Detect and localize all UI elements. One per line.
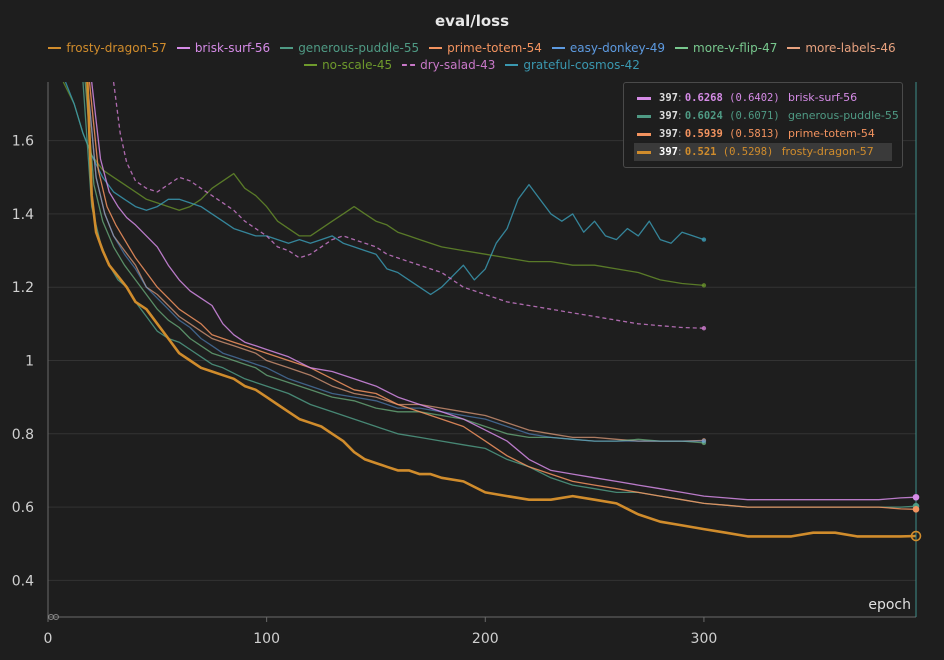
tooltip-row-generous-puddle-55: 397: 0.6024 (0.6071) generous-puddle-55 bbox=[634, 107, 899, 125]
legend-swatch bbox=[280, 46, 294, 49]
series-line-dry-salad-43[interactable] bbox=[112, 82, 704, 329]
hover-marker-brisk-surf-56 bbox=[912, 493, 920, 501]
tooltip-sep: : bbox=[677, 128, 685, 140]
series-line-grateful-cosmos-42[interactable] bbox=[64, 82, 705, 296]
tooltip-step: 397 bbox=[659, 110, 678, 122]
y-tick-label: 1.4 bbox=[12, 207, 34, 223]
y-tick-label: 0.6 bbox=[12, 500, 34, 516]
legend-item-no-scale-45[interactable]: no-scale-45 bbox=[304, 57, 392, 74]
x-tick-label: 0 bbox=[44, 631, 53, 647]
legend-swatch bbox=[304, 63, 318, 66]
tooltip-run-name: brisk-surf-56 bbox=[788, 91, 858, 104]
legend-item-frosty-dragon-57[interactable]: frosty-dragon-57 bbox=[48, 40, 167, 57]
y-tick-label: 1.2 bbox=[12, 280, 34, 296]
legend-label: more-v-flip-47 bbox=[693, 41, 778, 55]
legend-swatch bbox=[505, 63, 519, 66]
x-tick-label: 200 bbox=[472, 631, 499, 647]
legend-label: easy-donkey-49 bbox=[569, 41, 666, 55]
series-line-frosty-dragon-57[interactable] bbox=[86, 82, 916, 538]
legend-label: frosty-dragon-57 bbox=[66, 41, 167, 55]
tooltip-swatch bbox=[637, 150, 651, 154]
tooltip-value: 0.6268 bbox=[684, 92, 723, 104]
tooltip-swatch bbox=[637, 132, 651, 136]
tooltip-sep: : bbox=[677, 110, 685, 122]
tooltip-value: 0.5939 bbox=[684, 128, 723, 140]
series-end-point-grateful-cosmos-42 bbox=[701, 237, 707, 242]
legend-item-more-labels-46[interactable]: more-labels-46 bbox=[787, 40, 896, 57]
x-tick-label: 300 bbox=[691, 631, 718, 647]
series-line-more-labels-46[interactable] bbox=[86, 82, 704, 442]
legend: frosty-dragon-57 brisk-surf-56 generous-pu… bbox=[30, 40, 914, 74]
legend-swatch bbox=[402, 63, 416, 66]
tooltip-step: 397 bbox=[659, 128, 678, 140]
legend-item-brisk-surf-56[interactable]: brisk-surf-56 bbox=[176, 40, 271, 57]
series-line-no-scale-45[interactable] bbox=[62, 82, 704, 287]
tooltip-raw-value: (0.5298) bbox=[716, 146, 780, 158]
series-line-more-v-flip-47[interactable] bbox=[84, 82, 704, 444]
tooltip-raw-value: (0.6071) bbox=[722, 110, 787, 122]
tooltip-swatch bbox=[637, 96, 651, 100]
legend-item-easy-donkey-49[interactable]: easy-donkey-49 bbox=[551, 40, 666, 57]
legend-item-dry-salad-43[interactable]: dry-salad-43 bbox=[402, 57, 495, 74]
tooltip-sep: : bbox=[677, 146, 685, 158]
tooltip-run-name: generous-puddle-55 bbox=[788, 109, 899, 122]
axes: 0.4 0.6 0.8 1 1.2 1.4 1.6 0 100 200 300 epoch bbox=[12, 82, 916, 647]
y-tick-label: 1 bbox=[25, 353, 34, 369]
series-end-point-dry-salad-43 bbox=[701, 326, 707, 331]
origin-marker bbox=[53, 614, 59, 620]
y-tick-label: 0.8 bbox=[12, 427, 34, 443]
tooltip-step: 397 bbox=[659, 146, 678, 158]
legend-swatch bbox=[675, 46, 689, 49]
legend-swatch bbox=[787, 46, 801, 49]
series-end-point-no-scale-45 bbox=[701, 283, 707, 288]
legend-swatch bbox=[48, 46, 62, 49]
x-axis-title: epoch bbox=[868, 597, 911, 613]
legend-swatch bbox=[551, 46, 565, 49]
hover-tooltip: 397: 0.6268 (0.6402) brisk-surf-56 397: 0… bbox=[623, 82, 903, 168]
legend-item-prime-totem-54[interactable]: prime-totem-54 bbox=[429, 40, 542, 57]
legend-label: prime-totem-54 bbox=[447, 41, 542, 55]
tooltip-run-name: frosty-dragon-57 bbox=[781, 145, 874, 158]
legend-swatch bbox=[176, 46, 190, 49]
series-line-prime-totem-54[interactable] bbox=[88, 82, 917, 510]
tooltip-row-prime-totem-54: 397: 0.5939 (0.5813) prime-totem-54 bbox=[634, 125, 892, 143]
legend-label: brisk-surf-56 bbox=[194, 41, 271, 55]
tooltip-value: 0.521 bbox=[684, 146, 717, 158]
legend-label: more-labels-46 bbox=[805, 41, 896, 55]
series-end-point-easy-donkey-49 bbox=[701, 438, 707, 444]
series-lines bbox=[62, 82, 917, 538]
tooltip-row-frosty-dragon-57: 397: 0.521 (0.5298) frosty-dragon-57 bbox=[634, 143, 892, 161]
legend-label: grateful-cosmos-42 bbox=[523, 58, 640, 72]
tooltip-sep: : bbox=[677, 92, 685, 104]
hover-markers bbox=[48, 82, 922, 620]
tooltip-row-brisk-surf-56: 397: 0.6268 (0.6402) brisk-surf-56 bbox=[634, 89, 892, 107]
tooltip-raw-value: (0.6402) bbox=[722, 92, 787, 104]
legend-item-grateful-cosmos-42[interactable]: grateful-cosmos-42 bbox=[505, 57, 640, 74]
legend-item-generous-puddle-55[interactable]: generous-puddle-55 bbox=[280, 40, 419, 57]
x-tick-label: 100 bbox=[253, 631, 280, 647]
hover-marker-prime-totem-54 bbox=[912, 506, 920, 513]
legend-label: dry-salad-43 bbox=[420, 58, 496, 72]
y-tick-label: 1.6 bbox=[12, 134, 34, 150]
legend-label: no-scale-45 bbox=[322, 58, 393, 72]
tooltip-value: 0.6024 bbox=[684, 110, 723, 122]
hover-marker-frosty-dragon-57 bbox=[910, 530, 922, 542]
chart-title: eval/loss bbox=[435, 12, 509, 30]
tooltip-step: 397 bbox=[659, 92, 678, 104]
gridlines bbox=[48, 140, 916, 581]
legend-item-more-v-flip-47[interactable]: more-v-flip-47 bbox=[675, 40, 777, 57]
legend-swatch bbox=[429, 46, 443, 49]
series-line-brisk-surf-56[interactable] bbox=[91, 82, 916, 501]
legend-label: generous-puddle-55 bbox=[298, 41, 420, 55]
y-tick-label: 0.4 bbox=[12, 573, 34, 589]
series-line-easy-donkey-49[interactable] bbox=[86, 82, 704, 442]
tooltip-swatch bbox=[637, 114, 651, 118]
tooltip-raw-value: (0.5813) bbox=[722, 128, 787, 140]
tooltip-run-name: prime-totem-54 bbox=[788, 127, 875, 140]
